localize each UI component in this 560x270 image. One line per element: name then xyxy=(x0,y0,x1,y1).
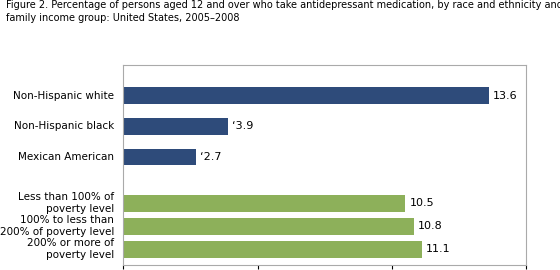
Bar xyxy=(123,218,413,235)
Text: ‘3.9: ‘3.9 xyxy=(232,121,254,131)
Text: 13.6: 13.6 xyxy=(493,90,517,100)
Bar xyxy=(123,241,422,258)
Bar xyxy=(123,148,196,166)
Bar xyxy=(123,87,489,104)
Text: Figure 2. Percentage of persons aged 12 and over who take antidepressant medicat: Figure 2. Percentage of persons aged 12 … xyxy=(6,0,560,23)
Bar xyxy=(123,118,228,135)
Bar xyxy=(123,195,405,212)
Text: ‘2.7: ‘2.7 xyxy=(200,152,221,162)
Text: 10.5: 10.5 xyxy=(409,198,434,208)
Text: 10.8: 10.8 xyxy=(418,221,442,231)
Text: 11.1: 11.1 xyxy=(426,244,450,254)
